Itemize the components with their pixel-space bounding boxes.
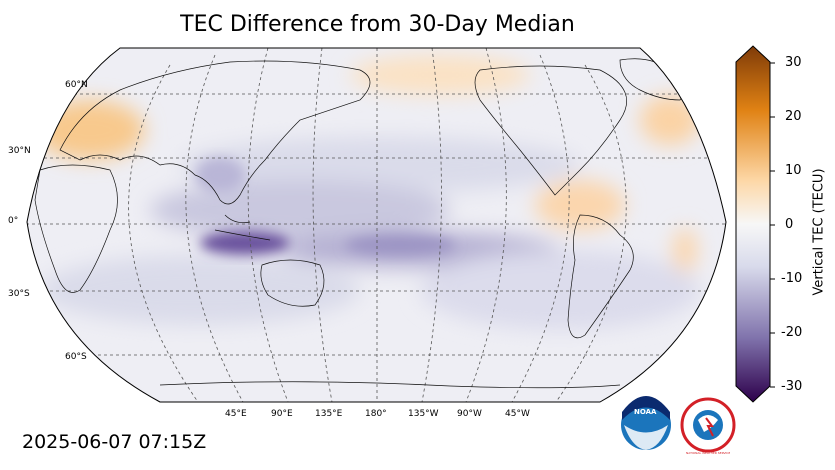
nws-logo — [680, 397, 736, 453]
coastlines — [34, 58, 684, 389]
lon-label-135w: 135°W — [408, 409, 439, 419]
noaa-logo — [621, 396, 671, 450]
colorbar-tick-10: 10 — [785, 163, 802, 178]
colorbar-tick-minus10: -10 — [781, 271, 803, 286]
lon-label-45w: 45°W — [505, 409, 530, 419]
lat-label-60n: 60°N — [65, 80, 88, 90]
colorbar-tick-30: 30 — [785, 55, 802, 70]
graticule — [27, 48, 726, 402]
tec-anomaly-field — [27, 48, 726, 402]
colorbar — [735, 45, 775, 403]
lon-label-180: 180° — [365, 409, 387, 419]
lon-label-45e: 45°E — [225, 409, 247, 419]
lat-label-0: 0° — [8, 216, 19, 226]
timestamp: 2025-06-07 07:15Z — [22, 431, 207, 453]
colorbar-tick-20: 20 — [785, 109, 802, 124]
colorbar-tick-minus30: -30 — [781, 379, 803, 394]
lat-label-30s: 30°S — [8, 289, 30, 299]
noaa-logo-text: NOAA — [634, 408, 657, 416]
lat-label-60s: 60°S — [65, 352, 87, 362]
lon-label-135e: 135°E — [315, 409, 343, 419]
lon-label-90e: 90°E — [271, 409, 293, 419]
colorbar-title: Vertical TEC (TECU) — [811, 168, 827, 296]
lat-label-30n: 30°N — [8, 146, 31, 156]
lon-label-90w: 90°W — [457, 409, 482, 419]
colorbar-tick-minus20: -20 — [781, 325, 803, 340]
nws-logo-text: NATIONAL WEATHER SERVICE — [686, 451, 730, 455]
colorbar-tick-0: 0 — [785, 217, 794, 232]
chart-title: TEC Difference from 30-Day Median — [180, 12, 575, 37]
